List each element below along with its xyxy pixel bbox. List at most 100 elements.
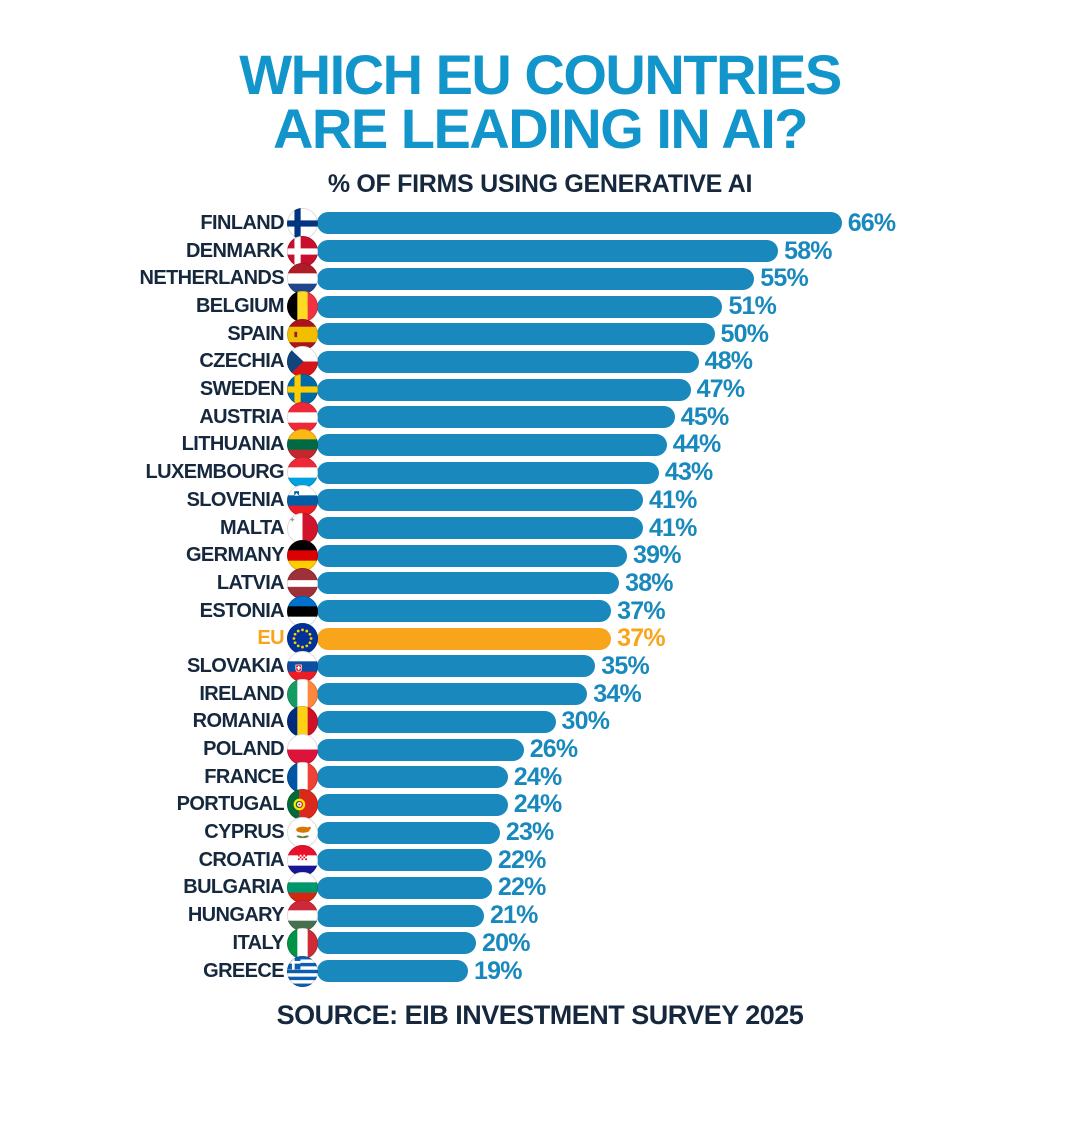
bar	[317, 738, 524, 761]
chart-row: DENMARK 58%	[0, 235, 1080, 267]
value-label: 58%	[784, 236, 832, 265]
country-label: BULGARIA	[183, 876, 284, 899]
country-label: SLOVENIA	[186, 488, 285, 511]
netherlands-flag-icon	[287, 263, 318, 295]
bar	[317, 433, 667, 456]
sweden-flag-icon	[287, 374, 318, 406]
value-label: 47%	[696, 375, 745, 404]
chart-row: BELGIUM 51%	[0, 291, 1080, 323]
chart-row: EU 37%	[0, 623, 1080, 655]
country-label: GREECE	[203, 959, 284, 982]
country-label: DENMARK	[185, 239, 285, 262]
value-label: 22%	[497, 873, 546, 902]
chart-row: GREECE 19%	[0, 955, 1080, 987]
cyprus-flag-icon	[287, 817, 318, 849]
value-label: 38%	[625, 568, 673, 597]
value-label: 22%	[497, 845, 546, 874]
title-line-2: ARE LEADING IN AI?	[272, 97, 809, 161]
bar	[317, 821, 500, 844]
chart-row: LITHUANIA 44%	[0, 429, 1080, 461]
bar	[317, 517, 643, 540]
value-label: 20%	[482, 928, 530, 957]
value-label: 24%	[513, 762, 562, 791]
country-label: NETHERLANDS	[139, 267, 284, 290]
country-label: ROMANIA	[192, 710, 285, 733]
country-label: FRANCE	[204, 765, 284, 788]
greece-flag-icon	[287, 955, 318, 987]
chart-row: NETHERLANDS 55%	[0, 263, 1080, 295]
country-label: SLOVAKIA	[186, 654, 285, 677]
bar	[317, 793, 508, 816]
value-label: 37%	[617, 596, 665, 625]
value-label: 50%	[720, 319, 769, 348]
hungary-flag-icon	[287, 900, 318, 932]
poland-flag-icon	[287, 734, 318, 766]
chart-row: PORTUGAL 24%	[0, 789, 1080, 821]
value-label: 55%	[760, 264, 808, 293]
chart-row: MALTA 41%	[0, 512, 1080, 544]
bar	[317, 683, 588, 706]
value-label: 30%	[561, 707, 610, 736]
romania-flag-icon	[287, 706, 318, 738]
country-label: CYPRUS	[204, 821, 284, 844]
italy-flag-icon	[287, 927, 318, 959]
chart-row: SWEDEN 47%	[0, 374, 1080, 406]
bar	[317, 627, 612, 650]
value-label: 34%	[593, 679, 641, 708]
eu-flag-icon	[287, 623, 318, 655]
title-line-1: WHICH EU COUNTRIES	[239, 43, 842, 106]
bar	[317, 295, 723, 318]
chart-row: CROATIA 22%	[0, 844, 1080, 876]
chart-row: LUXEMBOURG 43%	[0, 457, 1080, 489]
bar	[317, 323, 715, 346]
chart-row: CZECHIA 48%	[0, 346, 1080, 378]
chart-row: FRANCE 24%	[0, 761, 1080, 793]
country-label: HUNGARY	[187, 904, 285, 927]
country-label: EU	[257, 627, 284, 650]
bar	[317, 240, 779, 263]
page-title: WHICH EU COUNTRIES ARE LEADING IN AI?	[0, 43, 1080, 161]
country-label: IRELAND	[199, 682, 284, 705]
chart-row: GERMANY 39%	[0, 540, 1080, 572]
luxembourg-flag-icon	[287, 457, 318, 489]
ireland-flag-icon	[287, 678, 318, 710]
chart-subtitle: % OF FIRMS USING GENERATIVE AI	[327, 169, 753, 198]
chart-row: ITALY 20%	[0, 927, 1080, 959]
portugal-flag-icon	[287, 789, 318, 821]
value-label: 35%	[601, 651, 649, 680]
finland-flag-icon	[287, 207, 318, 239]
value-label: 43%	[664, 458, 713, 487]
value-label: 19%	[474, 956, 522, 985]
bar	[317, 572, 620, 595]
value-label: 26%	[529, 735, 578, 764]
country-label: GERMANY	[185, 544, 285, 567]
bar	[317, 267, 755, 290]
value-label: 39%	[633, 541, 681, 570]
chart-row: SLOVENIA 41%	[0, 484, 1080, 516]
slovenia-flag-icon	[287, 484, 318, 516]
chart-row: HUNGARY 21%	[0, 900, 1080, 932]
country-label: LUXEMBOURG	[145, 461, 285, 484]
chart-row: LATVIA 38%	[0, 567, 1080, 599]
chart-row: AUSTRIA 45%	[0, 401, 1080, 433]
chart-row: FINLAND 66%	[0, 207, 1080, 239]
bar	[317, 461, 659, 484]
denmark-flag-icon	[287, 235, 318, 267]
bar	[317, 766, 508, 789]
chart-row: POLAND 26%	[0, 734, 1080, 766]
malta-flag-icon	[287, 512, 318, 544]
country-label: ITALY	[232, 931, 285, 954]
infographic-page: WHICH EU COUNTRIES ARE LEADING IN AI? % …	[0, 43, 1080, 1128]
bar	[317, 932, 476, 955]
country-label: POLAND	[203, 738, 284, 761]
estonia-flag-icon	[287, 595, 318, 627]
czechia-flag-icon	[287, 346, 318, 378]
value-label: 23%	[505, 818, 554, 847]
value-label: 48%	[704, 347, 753, 376]
spain-flag-icon	[287, 318, 318, 350]
country-label: AUSTRIA	[199, 405, 284, 428]
bar	[317, 212, 842, 235]
latvia-flag-icon	[287, 567, 318, 599]
value-label: 41%	[648, 513, 697, 542]
country-label: CROATIA	[198, 848, 285, 871]
